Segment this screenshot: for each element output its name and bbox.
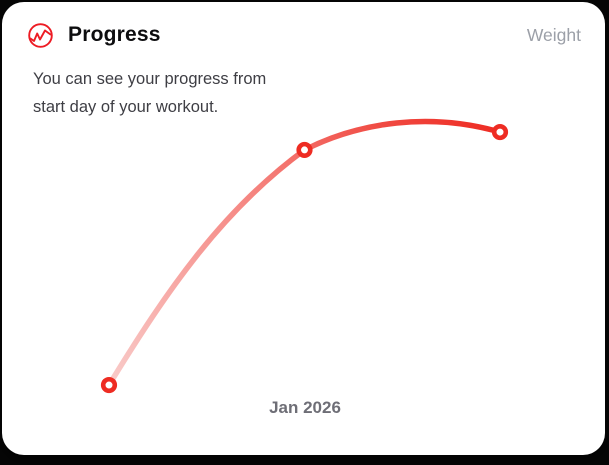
card-header: Progress Weight: [28, 21, 581, 49]
description-line-2: start day of your workout.: [33, 98, 219, 116]
chart-line: [106, 118, 503, 388]
metric-label[interactable]: Weight: [526, 24, 581, 45]
progress-card: Progress Weight You can see your progres…: [2, 2, 605, 455]
chart-point[interactable]: [296, 141, 313, 159]
chart-point[interactable]: [100, 376, 118, 394]
description-line-1: You can see your progress from: [33, 70, 267, 88]
progress-line-chart: [100, 118, 509, 394]
x-axis-label: Jan 2026: [269, 398, 341, 417]
chart-point[interactable]: [491, 123, 509, 141]
activity-pulse-icon: [28, 22, 53, 48]
description-text: You can see your progress from start day…: [33, 65, 266, 121]
page-title: Progress: [68, 23, 161, 46]
